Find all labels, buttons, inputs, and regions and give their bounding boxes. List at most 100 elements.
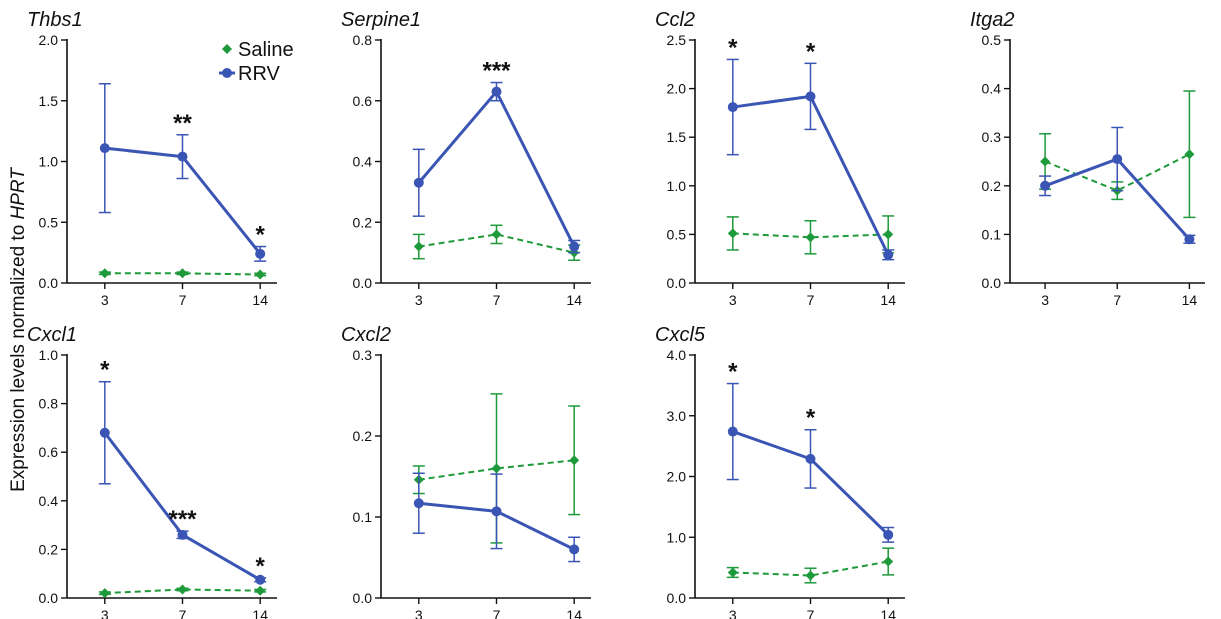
data-point [569,241,580,252]
legend-marker-saline [222,44,232,54]
series-saline [726,547,895,584]
panel-title: Thbs1 [27,9,83,31]
x-tick-label: 14 [880,607,896,619]
data-point [569,455,580,466]
series-line-rrv [417,88,576,248]
y-tick-label: 0.5 [982,32,1002,48]
chart-panel-itga2: Itga2 0.0 0.1 0.2 0.3 0.4 0.5 3 7 14 [970,9,1205,308]
chart-panel-ccl2: Ccl2 0.0 0.5 1.0 1.5 2.0 2.5 3 7 14 * * [655,9,905,308]
panel-title: Cxcl5 [655,324,706,346]
legend-marker-rrv [222,68,232,78]
data-point [413,177,424,188]
x-tick-label: 3 [101,607,109,619]
y-tick-label: 0.5 [39,214,59,230]
data-point [727,102,738,113]
data-point [727,228,738,239]
x-tick-label: 7 [1113,292,1121,308]
data-point [491,229,502,240]
x-tick-label: 7 [493,607,501,619]
y-axis-title: Expression levels normalized to HPRT [8,167,29,492]
data-point [99,427,110,438]
x-tick-label: 14 [880,292,896,308]
x-tick-label: 3 [729,292,737,308]
data-point [177,268,188,279]
series-saline [1039,90,1196,219]
y-tick-label: 0.1 [353,509,373,525]
data-point [883,229,894,240]
x-tick-label: 7 [493,292,501,308]
x-tick-label: 7 [179,292,187,308]
data-point [805,570,816,581]
y-tick-label: 1.0 [667,178,687,194]
significance-mark: * [256,222,266,249]
data-point [491,86,502,97]
x-tick-label: 14 [1182,292,1198,308]
y-tick-label: 0.0 [667,590,687,606]
data-point [805,91,816,102]
legend-label-saline: Saline [238,39,294,61]
panel-title: Itga2 [970,9,1014,31]
panel-title: Cxcl2 [341,324,391,346]
data-point [99,268,110,279]
series-saline [726,215,895,255]
y-tick-label: 4.0 [667,347,687,363]
data-point [255,585,266,596]
y-tick-label: 0.0 [667,275,687,291]
significance-mark: * [728,359,738,386]
series-saline [412,393,581,544]
y-tick-label: 0.0 [39,275,59,291]
x-tick-label: 14 [252,607,268,619]
panel-title: Cxcl1 [27,324,77,346]
y-tick-label: 0.2 [353,214,373,230]
series-line-saline [418,459,575,481]
significance-mark: *** [168,506,197,533]
y-tick-label: 0.0 [353,275,373,291]
series-rrv [726,382,895,543]
y-tick-label: 0.6 [353,93,373,109]
y-tick-label: 2.0 [667,81,687,97]
series-rrv [412,472,581,563]
y-tick-label: 0.8 [353,32,373,48]
y-tick-label: 0.0 [39,590,59,606]
x-tick-label: 3 [415,607,423,619]
series-rrv [726,58,895,261]
y-tick-label: 2.0 [667,469,687,485]
data-point [1184,149,1195,160]
y-tick-label: 0.4 [39,493,59,509]
y-tick-label: 1.5 [39,93,59,109]
data-point [883,529,894,540]
series-rrv [412,81,581,254]
chart-panel-serpine1: Serpine1 0.0 0.2 0.4 0.6 0.8 3 7 14 *** [341,9,591,308]
series-rrv [98,380,267,585]
y-tick-label: 0.2 [982,178,1002,194]
data-point [491,506,502,517]
series-line-saline [732,232,889,239]
x-tick-label: 7 [807,292,815,308]
data-point [883,249,894,260]
y-tick-label: 0.8 [39,396,59,412]
y-tick-label: 0.2 [353,428,373,444]
data-point [491,463,502,474]
y-tick-label: 0.1 [982,226,1002,242]
data-point [177,151,188,162]
significance-mark: * [256,553,266,580]
significance-mark: *** [482,58,511,85]
significance-mark: * [806,38,816,65]
data-point [1040,180,1051,191]
data-point [255,248,266,259]
series-rrv [1039,126,1196,245]
data-point [727,567,738,578]
legend-label-rrv: RRV [238,63,281,85]
data-point [569,544,580,555]
x-tick-label: 7 [807,607,815,619]
chart-panel-cxcl5: Cxcl5 0.0 1.0 2.0 3.0 4.0 3 7 14 * * [655,324,905,619]
x-tick-label: 3 [729,607,737,619]
data-point [413,498,424,509]
y-tick-label: 2.0 [39,32,59,48]
y-axis-title-prefix: Expression levels normalized to [8,219,29,491]
y-tick-label: 0.4 [982,81,1002,97]
y-tick-label: 0.0 [353,590,373,606]
